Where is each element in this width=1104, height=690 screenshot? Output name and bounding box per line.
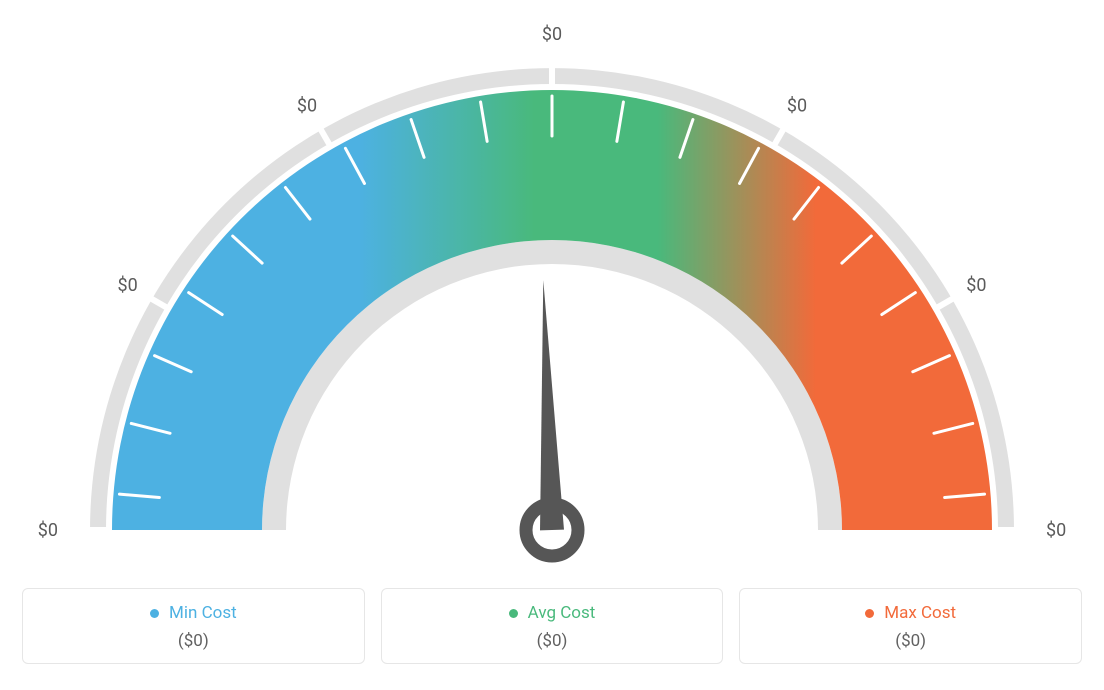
- svg-text:$0: $0: [118, 275, 138, 296]
- svg-text:$0: $0: [38, 520, 58, 541]
- svg-text:$0: $0: [966, 275, 986, 296]
- legend-label: Min Cost: [169, 603, 237, 623]
- legend-value: ($0): [758, 631, 1063, 651]
- legend-label: Max Cost: [884, 603, 956, 623]
- legend-dot-icon: [150, 609, 159, 618]
- legend-value: ($0): [41, 631, 346, 651]
- legend-row: Min Cost ($0) Avg Cost ($0) Max Cost ($0…: [22, 588, 1082, 664]
- legend-card-max: Max Cost ($0): [739, 588, 1082, 664]
- gauge-chart-container: $0 $0 $0 $0 $0 $0 $0 Min Cost ($0) Avg Cost ($…: [20, 20, 1084, 664]
- svg-text:$0: $0: [542, 24, 562, 45]
- gauge-chart: $0 $0 $0 $0 $0 $0 $0: [22, 20, 1082, 580]
- legend-dot-icon: [865, 609, 874, 618]
- svg-text:$0: $0: [1046, 520, 1066, 541]
- legend-label: Avg Cost: [528, 603, 596, 623]
- legend-dot-icon: [509, 609, 518, 618]
- legend-card-min: Min Cost ($0): [22, 588, 365, 664]
- svg-text:$0: $0: [297, 96, 317, 117]
- svg-text:$0: $0: [787, 96, 807, 117]
- legend-value: ($0): [400, 631, 705, 651]
- legend-card-avg: Avg Cost ($0): [381, 588, 724, 664]
